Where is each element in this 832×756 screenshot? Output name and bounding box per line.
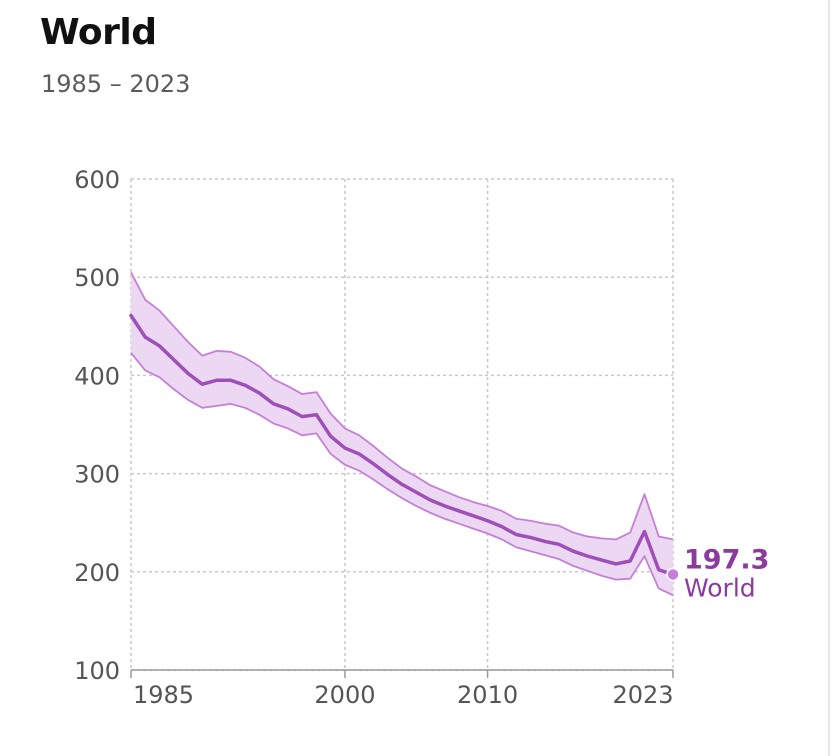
uncertainty-band-area (131, 272, 673, 596)
y-tick-label-500: 500 (74, 264, 120, 292)
x-tick-label-1985: 1985 (133, 681, 194, 709)
axis-labels: 100 200 300 400 500 600 1985 2000 2010 2023 (74, 166, 673, 709)
lower-bound-line (130, 352, 674, 597)
y-tick-label-400: 400 (74, 362, 120, 390)
series-line-0 (129, 313, 675, 577)
y-tick-label-200: 200 (74, 559, 120, 587)
gridlines (130, 178, 674, 678)
chart-title: World (40, 12, 157, 53)
series-lines (129, 313, 675, 577)
uncertainty-band (130, 271, 674, 597)
y-tick-label-100: 100 (74, 657, 120, 685)
panel-border (828, 0, 830, 756)
end-point-marker (666, 567, 680, 582)
end-value-label: 197.3 (684, 544, 769, 575)
upper-bound-line (130, 271, 674, 541)
y-tick-label-600: 600 (74, 166, 120, 194)
end-series-name: World (684, 573, 756, 602)
y-tick-label-300: 300 (74, 461, 120, 489)
x-tick-label-2010: 2010 (457, 681, 518, 709)
chart-subtitle: 1985 – 2023 (41, 70, 191, 98)
x-tick-label-2000: 2000 (314, 681, 375, 709)
x-tick-label-2023: 2023 (612, 681, 673, 709)
